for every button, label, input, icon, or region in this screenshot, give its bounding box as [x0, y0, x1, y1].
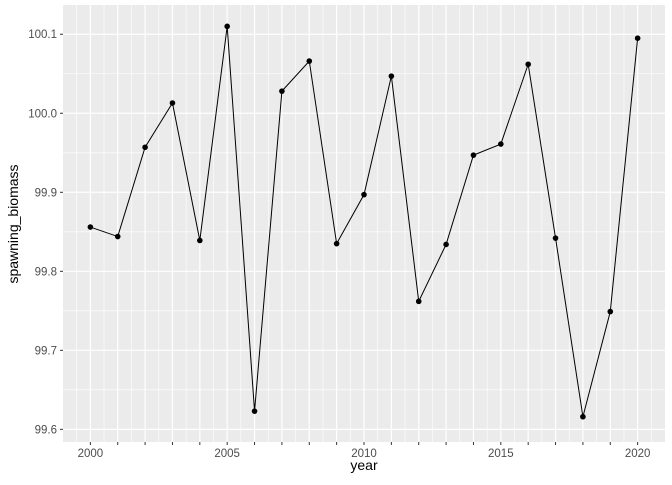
y-tick-label: 99.6 — [35, 424, 57, 436]
data-point — [525, 61, 531, 68]
y-tick-label: 99.9 — [35, 187, 57, 199]
y-tick-label: 99.7 — [35, 345, 57, 357]
x-tick-label: 2000 — [78, 448, 104, 460]
data-point — [169, 100, 176, 106]
data-point — [443, 241, 449, 248]
data-point — [114, 233, 121, 240]
data-point — [197, 237, 203, 244]
y-tick-label: 100.1 — [28, 29, 57, 41]
axes: 99.6 99.7 99.8 99.9 100.0 100.1 2000 2005 2010 20… — [28, 29, 650, 460]
data-point — [333, 240, 340, 247]
x-tick-label: 2005 — [214, 448, 240, 460]
y-axis-label: spawning_biomass — [5, 164, 21, 283]
data-point — [388, 73, 395, 79]
data-point — [552, 235, 559, 241]
data-point — [498, 141, 504, 147]
x-tick-label: 2015 — [488, 448, 514, 460]
data-point — [607, 308, 614, 315]
x-axis-label: year — [350, 457, 378, 473]
data-point — [306, 58, 313, 64]
data-point — [361, 191, 367, 198]
data-point — [224, 23, 230, 30]
y-tick-label: 100.0 — [28, 108, 57, 120]
data-point — [415, 298, 422, 305]
data-point — [251, 408, 258, 414]
data-point — [87, 224, 94, 230]
data-point — [580, 413, 586, 420]
data-point — [470, 152, 477, 158]
x-tick-label: 2010 — [351, 448, 377, 460]
series — [87, 23, 641, 420]
data-point — [279, 88, 285, 94]
data-point — [634, 35, 641, 41]
grid-lines — [63, 5, 665, 442]
x-tick-label: 2020 — [625, 448, 651, 460]
data-point — [142, 144, 148, 151]
y-tick-label: 99.8 — [35, 266, 57, 278]
